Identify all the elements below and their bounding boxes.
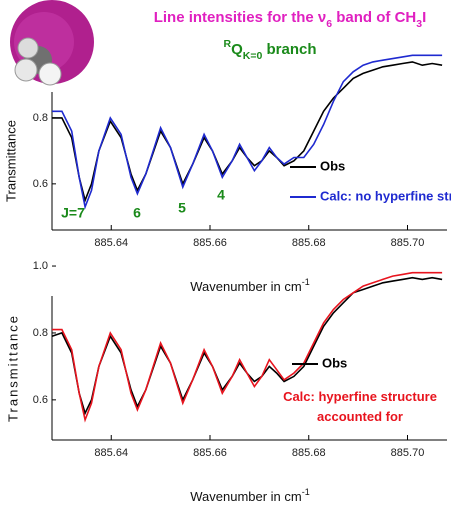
y-tick-label: 0.6	[33, 394, 48, 406]
x-tick-label: 885.68	[292, 447, 326, 459]
x-tick-label: 885.70	[391, 447, 425, 459]
x-tick-label: 885.64	[94, 447, 128, 459]
chart-title-part: I	[422, 9, 426, 26]
data-line	[52, 61, 443, 203]
y-tick-label: 1.0	[33, 260, 48, 272]
x-tick-label: 885.64	[94, 237, 128, 249]
chart-title-part: band of CH	[332, 9, 416, 26]
x-axis-label-sup: -1	[302, 277, 310, 287]
data-line	[52, 54, 443, 210]
x-tick-label: 885.70	[391, 237, 425, 249]
molecule-icon	[10, 0, 94, 86]
x-tick-label: 885.66	[193, 447, 227, 459]
x-axis-label: Wavenumber in cm-1	[190, 487, 310, 504]
legend-label: Calc: hyperfine structure accounted for	[283, 389, 437, 424]
annotation: J=7	[61, 205, 85, 221]
annotation: 5	[178, 200, 186, 216]
x-axis-label-text: Wavenumber in cm	[190, 489, 302, 504]
x-axis-label-text: Wavenumber in cm	[190, 279, 302, 294]
chart-title-part: Line intensities for the ν	[154, 9, 327, 26]
data-line	[52, 271, 443, 423]
chart-title: Line intensities for the ν6 band of CH3I	[154, 9, 427, 30]
chart-title-part: 6	[326, 18, 332, 30]
chart-subtitle: RQK=0 branch	[223, 38, 316, 62]
y-axis-label: Transmittance	[3, 120, 18, 202]
hydrogen-atom	[14, 58, 38, 82]
chart-subtitle-part: branch	[262, 41, 316, 58]
y-tick-label: 0.8	[33, 327, 48, 339]
chart-subtitle-part: Q	[231, 41, 243, 58]
x-axis-label-sup: -1	[302, 487, 310, 497]
legend-label: Obs	[320, 158, 345, 173]
chart-subtitle-part: K=0	[243, 50, 263, 62]
chart-subtitle-part: R	[223, 38, 231, 50]
hydrogen-atom	[17, 37, 39, 59]
x-tick-label: 885.68	[292, 237, 326, 249]
hydrogen-atom	[38, 62, 62, 86]
annotation: 6	[133, 205, 141, 221]
y-axis-label: Transmittance	[5, 314, 20, 422]
legend-label: Obs	[322, 355, 347, 370]
chart-title-part: 3	[416, 18, 422, 30]
legend-label: Calc: no hyperfine structure	[320, 188, 451, 203]
x-axis-label: Wavenumber in cm-1	[190, 277, 310, 294]
annotation: 4	[217, 187, 225, 203]
x-tick-label: 885.66	[193, 237, 227, 249]
y-tick-label: 0.6	[33, 178, 48, 190]
y-tick-label: 0.8	[33, 112, 48, 124]
